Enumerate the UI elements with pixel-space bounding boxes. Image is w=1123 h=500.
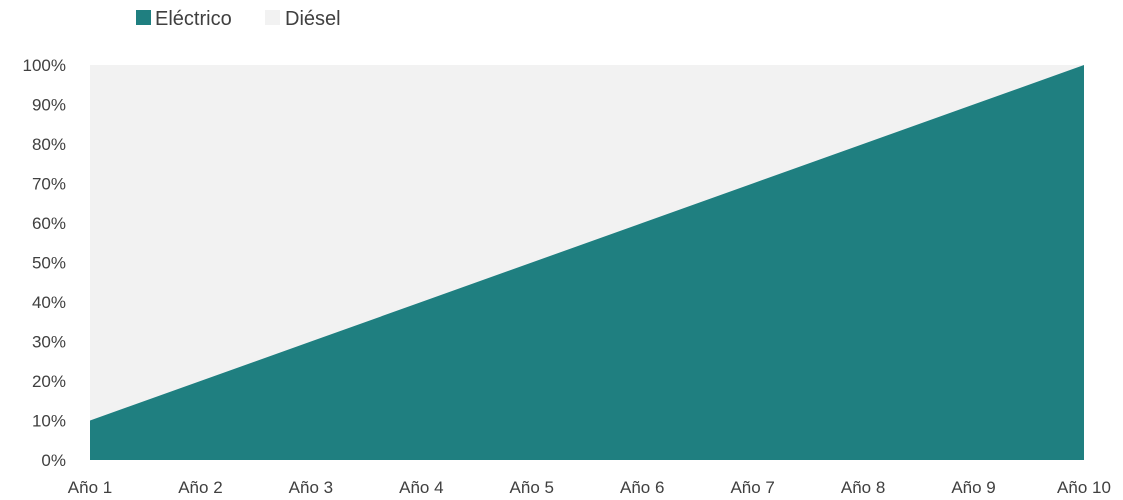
y-tick-label: 20% (32, 372, 66, 391)
x-tick-label: Año 2 (178, 478, 222, 497)
y-axis: 0% 10% 20% 30% 40% 50% 60% 70% 80% 90% 100% (23, 56, 66, 470)
legend-label-electrico: Eléctrico (155, 8, 232, 30)
y-tick-label: 10% (32, 412, 66, 431)
x-tick-label: Año 6 (620, 478, 664, 497)
y-tick-label: 40% (32, 293, 66, 312)
x-tick-label: Año 5 (510, 478, 554, 497)
x-tick-label: Año 10 (1057, 478, 1111, 497)
x-tick-label: Año 4 (399, 478, 443, 497)
x-tick-label: Año 8 (841, 478, 885, 497)
legend-label-diesel: Diésel (285, 8, 341, 30)
y-tick-label: 100% (23, 56, 66, 75)
plot-area (90, 65, 1084, 460)
legend-swatch-diesel (265, 10, 280, 25)
y-tick-label: 30% (32, 333, 66, 352)
y-tick-label: 80% (32, 135, 66, 154)
y-tick-label: 90% (32, 96, 66, 115)
x-tick-label: Año 9 (951, 478, 995, 497)
y-tick-label: 50% (32, 254, 66, 273)
x-axis: Año 1 Año 2 Año 3 Año 4 Año 5 Año 6 Año 7 Año 8… (68, 478, 1111, 497)
y-tick-label: 70% (32, 175, 66, 194)
x-tick-label: Año 7 (730, 478, 774, 497)
x-tick-label: Año 3 (289, 478, 333, 497)
y-tick-label: 0% (41, 451, 66, 470)
y-tick-label: 60% (32, 214, 66, 233)
x-tick-label: Año 1 (68, 478, 112, 497)
legend: Eléctrico Diésel (136, 8, 341, 30)
legend-swatch-electrico (136, 10, 151, 25)
